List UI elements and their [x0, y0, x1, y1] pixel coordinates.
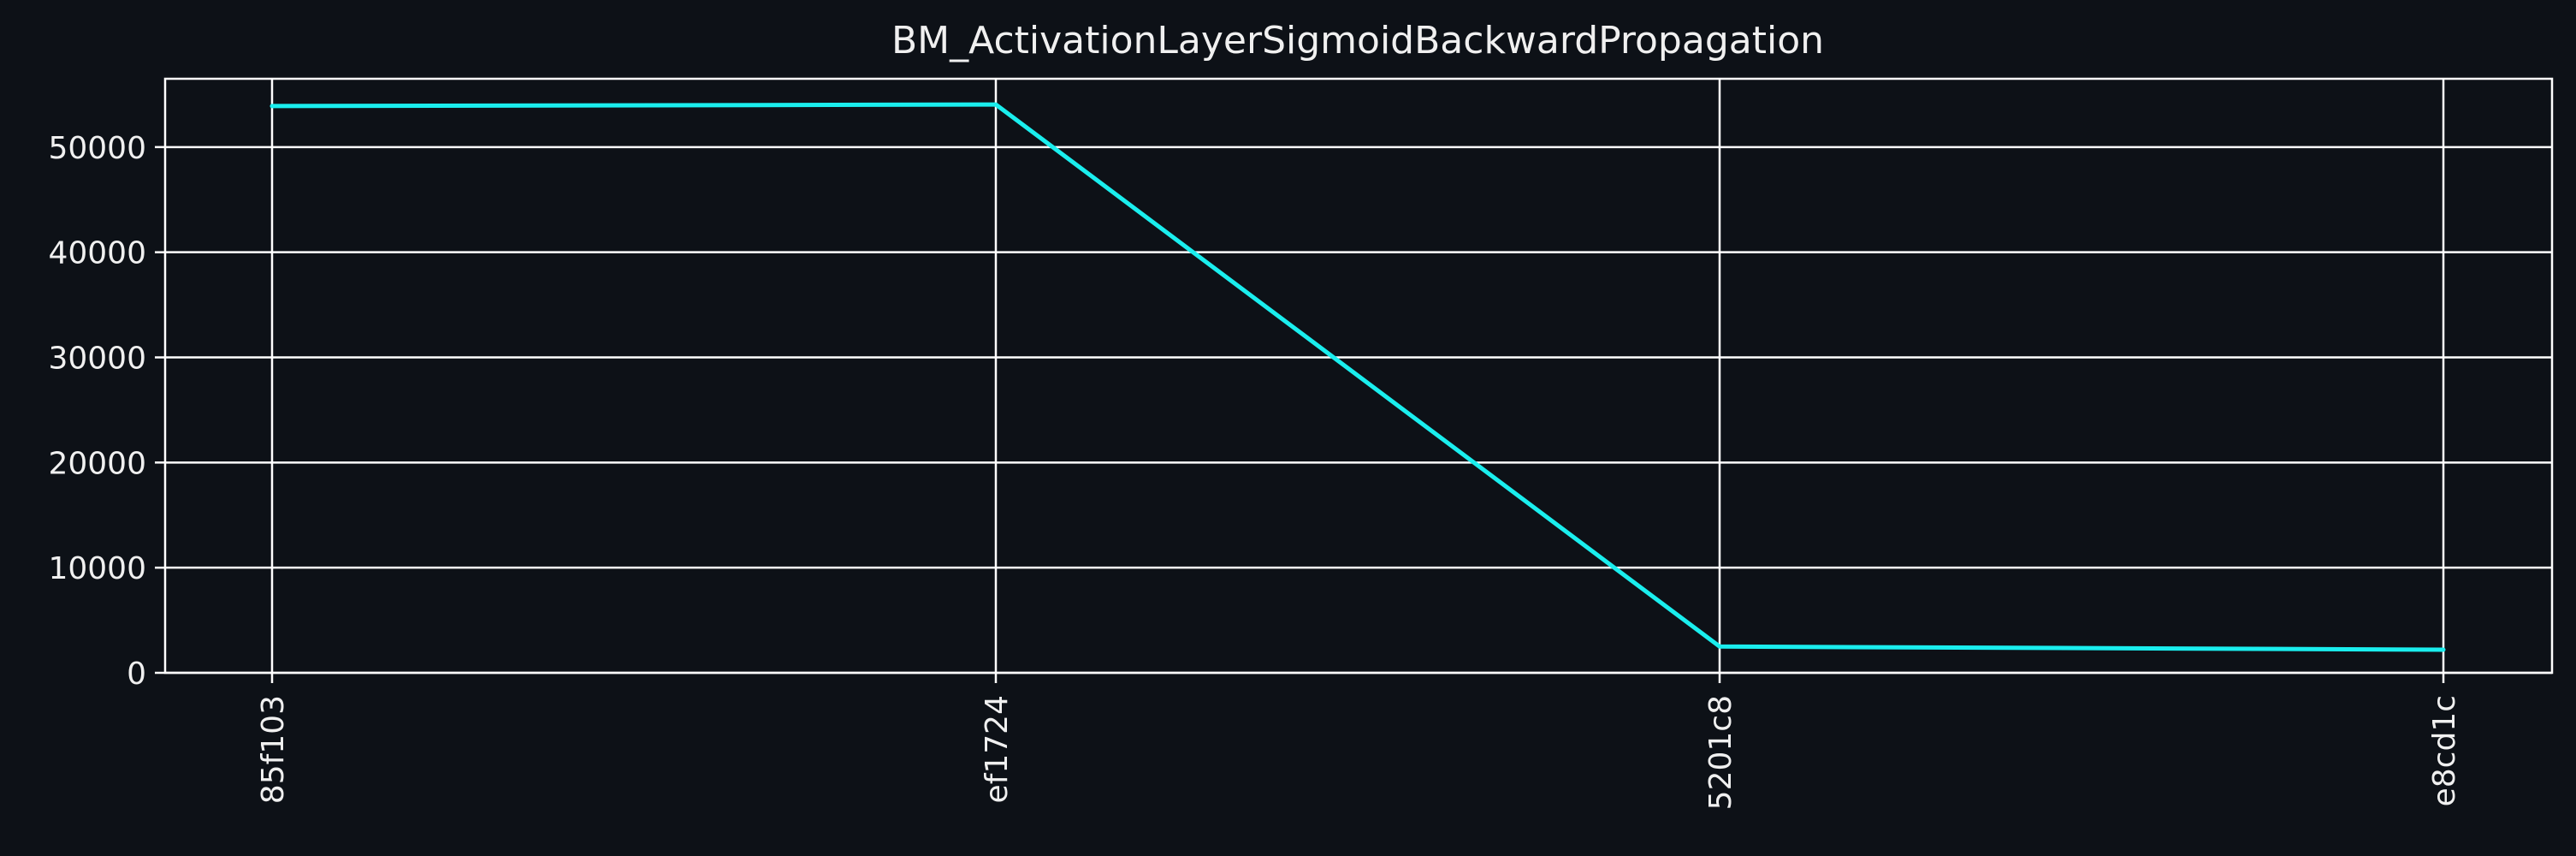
- y-axis-ticks: 0 10000 20000 30000 40000 50000: [48, 131, 165, 692]
- x-axis-ticks: 85f103 ef1724 5201c8 e8cd1c: [256, 673, 2462, 810]
- x-tick-label: ef1724: [980, 695, 1015, 803]
- series-line: [269, 102, 2446, 652]
- series-layer: [269, 102, 2446, 652]
- chart-title: BM_ActivationLayerSigmoidBackwardPropaga…: [891, 19, 1824, 62]
- x-tick-label: 85f103: [256, 695, 291, 804]
- y-tick-label: 30000: [48, 342, 146, 377]
- y-tick-label: 10000: [48, 551, 146, 586]
- y-tick-label: 40000: [48, 236, 146, 271]
- x-tick-label: e8cd1c: [2427, 695, 2462, 806]
- y-tick-label: 20000: [48, 446, 146, 481]
- y-tick-label: 50000: [48, 131, 146, 166]
- y-tick-label: 0: [127, 657, 146, 692]
- plot-area-frame: [163, 77, 2554, 675]
- x-tick-label: 5201c8: [1703, 695, 1738, 810]
